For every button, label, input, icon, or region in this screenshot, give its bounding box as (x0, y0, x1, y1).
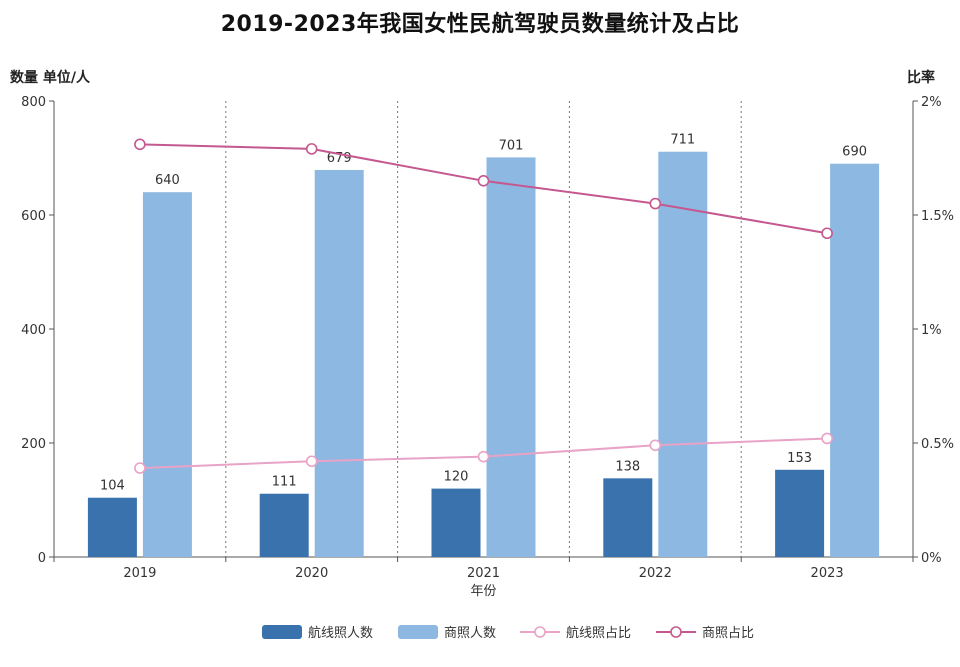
y2-tick-label: 2% (921, 95, 942, 110)
x-tick-label: 2020 (295, 566, 328, 581)
x-tick-label: 2023 (811, 566, 844, 581)
legend-swatch (262, 625, 302, 639)
line-point (649, 439, 662, 452)
bar (603, 478, 653, 557)
y-tick-label: 800 (21, 95, 46, 110)
y2-tick-label: 1.5% (921, 209, 954, 224)
bar-data-label: 104 (100, 479, 125, 494)
line-point (477, 175, 490, 187)
bar (830, 163, 880, 557)
x-tick-label: 2021 (467, 566, 500, 581)
bar-data-label: 111 (272, 475, 297, 490)
y2-tick-label: 1% (921, 323, 942, 338)
bar (658, 151, 708, 558)
line-point (821, 227, 833, 240)
y-tick-label: 200 (21, 437, 46, 452)
bar (431, 488, 481, 557)
line-point (134, 462, 146, 474)
bar-data-label: 138 (615, 459, 640, 474)
y-axis-title: 数量 单位/人 (10, 69, 91, 86)
line-point (649, 197, 662, 210)
legend-label: 商照占比 (702, 626, 754, 641)
legend-label: 航线照人数 (308, 625, 373, 641)
line-point (305, 143, 318, 155)
y-tick-label: 400 (21, 323, 46, 338)
legend-swatch (398, 625, 438, 639)
bar (486, 157, 536, 557)
legend-swatch-marker (670, 626, 682, 638)
bar-data-label: 153 (787, 451, 812, 466)
x-tick-label: 2019 (123, 566, 156, 581)
bar-data-label: 711 (670, 133, 695, 148)
bar-data-label: 640 (155, 173, 180, 188)
legend-swatch-marker (534, 626, 546, 638)
line-point (821, 432, 833, 445)
bar (87, 497, 137, 557)
bar-data-label: 701 (499, 138, 524, 153)
line-point (134, 138, 146, 151)
line-point (305, 455, 318, 468)
bar (142, 192, 192, 557)
y2-tick-label: 0% (921, 551, 942, 566)
x-tick-label: 2022 (639, 566, 672, 581)
bar (314, 169, 364, 557)
y2-tick-label: 0.5% (921, 437, 954, 452)
x-axis-title: 年份 (470, 584, 496, 599)
y-tick-label: 600 (21, 209, 46, 224)
legend-label: 航线照占比 (566, 625, 631, 641)
bar (259, 493, 309, 557)
bar-data-label: 120 (444, 470, 469, 485)
legend-label: 商照人数 (444, 626, 496, 641)
chart-title: 2019-2023年我国女性民航驾驶员数量统计及占比 (220, 12, 740, 37)
bar-data-label: 690 (842, 145, 867, 160)
line-point (477, 450, 490, 463)
y-tick-label: 0 (38, 551, 46, 566)
bar (775, 469, 825, 557)
y2-axis-title: 比率 (907, 69, 935, 86)
series-line (139, 143, 828, 235)
